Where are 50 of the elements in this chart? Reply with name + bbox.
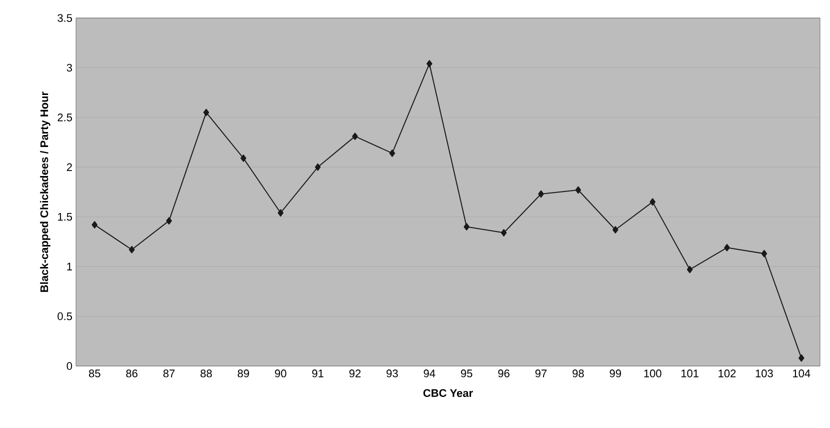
point: [650, 198, 656, 206]
y-tick-label: 3: [66, 64, 72, 72]
y-tick-label: 2: [66, 163, 72, 171]
x-tick-label: 95: [461, 370, 472, 378]
point: [798, 354, 804, 362]
x-tick-label: 91: [312, 370, 324, 378]
x-tick-label: 94: [424, 370, 436, 378]
x-tick-label: 98: [572, 370, 584, 378]
y-axis-title: Black-capped Chickadees / Party Hour: [40, 92, 50, 292]
point: [575, 186, 582, 194]
x-tick-label: 88: [200, 370, 212, 378]
x-tick-label: 85: [88, 370, 100, 378]
x-tick-label: 101: [681, 370, 698, 378]
point: [92, 221, 98, 228]
x-tick-label: 92: [349, 370, 361, 378]
y-tick-label: 2.5: [58, 114, 72, 122]
point: [128, 246, 135, 254]
x-tick-label: 100: [644, 370, 662, 378]
x-axis-title: CBC Year: [423, 389, 473, 397]
point: [166, 217, 172, 225]
point: [426, 60, 432, 68]
point: [314, 163, 321, 171]
point: [203, 108, 210, 116]
point: [761, 250, 768, 258]
point: [352, 132, 358, 140]
x-tick-label: 99: [610, 370, 621, 378]
y-tick-label: 3.5: [58, 14, 72, 22]
point: [464, 223, 470, 230]
point: [612, 226, 618, 234]
x-tick-label: 93: [386, 370, 398, 378]
y-tick-label: 1: [67, 262, 72, 270]
x-tick-label: 104: [793, 370, 810, 378]
x-tick-label: 90: [275, 370, 286, 378]
x-tick-label: 102: [718, 370, 736, 378]
point: [686, 266, 693, 274]
point: [278, 209, 284, 217]
x-tick-label: 96: [498, 370, 510, 378]
y-tick-label: 0: [66, 362, 72, 370]
y-tick-label: 1.5: [58, 213, 72, 221]
x-tick-label: 87: [163, 370, 175, 378]
x-tick-label: 86: [126, 370, 138, 378]
point: [724, 244, 730, 252]
point: [240, 154, 246, 162]
x-tick-label: 89: [238, 370, 250, 378]
x-tick-label: 103: [756, 370, 773, 378]
x-tick-label: 97: [535, 370, 547, 378]
point: [500, 229, 507, 236]
point: [389, 150, 396, 157]
y-tick-label: 0.5: [58, 312, 72, 320]
point: [538, 190, 544, 198]
